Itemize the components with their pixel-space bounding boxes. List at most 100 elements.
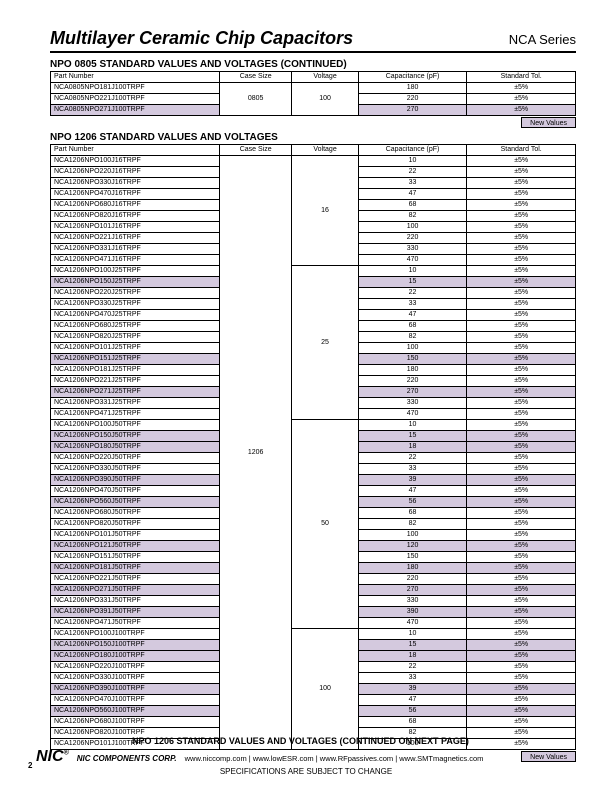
section2-title: NPO 1206 STANDARD VALUES AND VOLTAGES xyxy=(50,132,576,143)
table-cell: 470 xyxy=(358,255,467,266)
col-header: Voltage xyxy=(292,145,358,156)
table-cell: NCA1206NPO100J100TRPF xyxy=(51,629,220,640)
table-cell: 100 xyxy=(292,83,358,116)
table-cell: 25 xyxy=(292,266,358,420)
table-cell: 150 xyxy=(358,552,467,563)
table-cell: 10 xyxy=(358,156,467,167)
table-cell: ±5% xyxy=(467,255,576,266)
table-cell: 82 xyxy=(358,519,467,530)
table-cell: ±5% xyxy=(467,420,576,431)
table-cell: ±5% xyxy=(467,673,576,684)
table-cell: ±5% xyxy=(467,442,576,453)
table-cell: 22 xyxy=(358,288,467,299)
table-cell: ±5% xyxy=(467,167,576,178)
table-cell: ±5% xyxy=(467,464,576,475)
table-cell: 470 xyxy=(358,409,467,420)
table-cell: ±5% xyxy=(467,717,576,728)
table-cell: 0805 xyxy=(219,83,291,116)
table-cell: 100 xyxy=(292,629,358,750)
table-cell: ±5% xyxy=(467,343,576,354)
table-cell: NCA1206NPO271J50TRPF xyxy=(51,585,220,596)
table-cell: 22 xyxy=(358,453,467,464)
table-cell: NCA0805NPO271J100TRPF xyxy=(51,105,220,116)
col-header: Standard Tol. xyxy=(467,145,576,156)
table-cell: ±5% xyxy=(467,83,576,94)
table-cell: 47 xyxy=(358,189,467,200)
table-cell: NCA1206NPO101J25TRPF xyxy=(51,343,220,354)
table-cell: ±5% xyxy=(467,607,576,618)
table-cell: 50 xyxy=(292,420,358,629)
series-label: NCA Series xyxy=(509,32,576,47)
table-cell: NCA1206NPO330J16TRPF xyxy=(51,178,220,189)
table-cell: ±5% xyxy=(467,189,576,200)
table-cell: NCA1206NPO220J25TRPF xyxy=(51,288,220,299)
company-name: NIC COMPONENTS CORP. xyxy=(77,754,177,763)
table-cell: NCA1206NPO680J25TRPF xyxy=(51,321,220,332)
table-cell: NCA1206NPO271J25TRPF xyxy=(51,387,220,398)
table-cell: ±5% xyxy=(467,431,576,442)
table-cell: ±5% xyxy=(467,695,576,706)
col-header: Case Size xyxy=(219,72,291,83)
table-cell: NCA1206NPO180J50TRPF xyxy=(51,442,220,453)
section1-title: NPO 0805 STANDARD VALUES AND VOLTAGES (C… xyxy=(50,59,576,70)
table-cell: ±5% xyxy=(467,541,576,552)
table-cell: NCA1206NPO101J50TRPF xyxy=(51,530,220,541)
table-cell: ±5% xyxy=(467,222,576,233)
table-cell: 56 xyxy=(358,706,467,717)
table-cell: 10 xyxy=(358,266,467,277)
table-row: NCA1206NPO100J25TRPF2510±5% xyxy=(51,266,576,277)
table-cell: ±5% xyxy=(467,310,576,321)
col-header: Case Size xyxy=(219,145,291,156)
table-cell: NCA1206NPO820J25TRPF xyxy=(51,332,220,343)
table-cell: NCA1206NPO121J50TRPF xyxy=(51,541,220,552)
table-cell: 330 xyxy=(358,398,467,409)
logo: NIC® xyxy=(36,748,69,766)
table-cell: ±5% xyxy=(467,178,576,189)
table-cell: 33 xyxy=(358,299,467,310)
table-cell: NCA1206NPO181J50TRPF xyxy=(51,563,220,574)
table-cell: NCA1206NPO180J100TRPF xyxy=(51,651,220,662)
table-cell: 15 xyxy=(358,640,467,651)
table-1206: Part NumberCase SizeVoltageCapacitance (… xyxy=(50,144,576,750)
table-cell: NCA1206NPO220J50TRPF xyxy=(51,453,220,464)
table-cell: ±5% xyxy=(467,486,576,497)
table-cell: ±5% xyxy=(467,563,576,574)
table-cell: 220 xyxy=(358,574,467,585)
table-cell: NCA1206NPO330J50TRPF xyxy=(51,464,220,475)
table-cell: ±5% xyxy=(467,629,576,640)
table-cell: ±5% xyxy=(467,233,576,244)
table-cell: 1206 xyxy=(219,156,291,750)
table-cell: 22 xyxy=(358,167,467,178)
table-cell: 150 xyxy=(358,354,467,365)
table-cell: NCA1206NPO151J25TRPF xyxy=(51,354,220,365)
table-cell: NCA1206NPO101J16TRPF xyxy=(51,222,220,233)
table-cell: 270 xyxy=(358,105,467,116)
table-cell: ±5% xyxy=(467,321,576,332)
table-cell: ±5% xyxy=(467,376,576,387)
table-cell: 68 xyxy=(358,321,467,332)
table-cell: ±5% xyxy=(467,651,576,662)
table-cell: ±5% xyxy=(467,497,576,508)
table-cell: NCA1206NPO471J25TRPF xyxy=(51,409,220,420)
table-cell: 180 xyxy=(358,365,467,376)
table-cell: ±5% xyxy=(467,200,576,211)
table-row: NCA0805NPO181J100TRPF0805100180±5% xyxy=(51,83,576,94)
table-cell: 270 xyxy=(358,585,467,596)
table-cell: NCA1206NPO560J100TRPF xyxy=(51,706,220,717)
table-cell: 180 xyxy=(358,563,467,574)
table-cell: NCA1206NPO100J50TRPF xyxy=(51,420,220,431)
table-cell: ±5% xyxy=(467,574,576,585)
table-cell: 470 xyxy=(358,618,467,629)
table-cell: NCA1206NPO220J16TRPF xyxy=(51,167,220,178)
table-cell: ±5% xyxy=(467,552,576,563)
table-cell: NCA1206NPO150J100TRPF xyxy=(51,640,220,651)
table-cell: 10 xyxy=(358,629,467,640)
table-cell: NCA1206NPO331J50TRPF xyxy=(51,596,220,607)
table-cell: 33 xyxy=(358,673,467,684)
table-cell: NCA1206NPO470J50TRPF xyxy=(51,486,220,497)
table-cell: NCA1206NPO680J16TRPF xyxy=(51,200,220,211)
table-cell: 100 xyxy=(358,530,467,541)
table-cell: 220 xyxy=(358,233,467,244)
table-cell: 47 xyxy=(358,310,467,321)
table-cell: NCA1206NPO330J25TRPF xyxy=(51,299,220,310)
